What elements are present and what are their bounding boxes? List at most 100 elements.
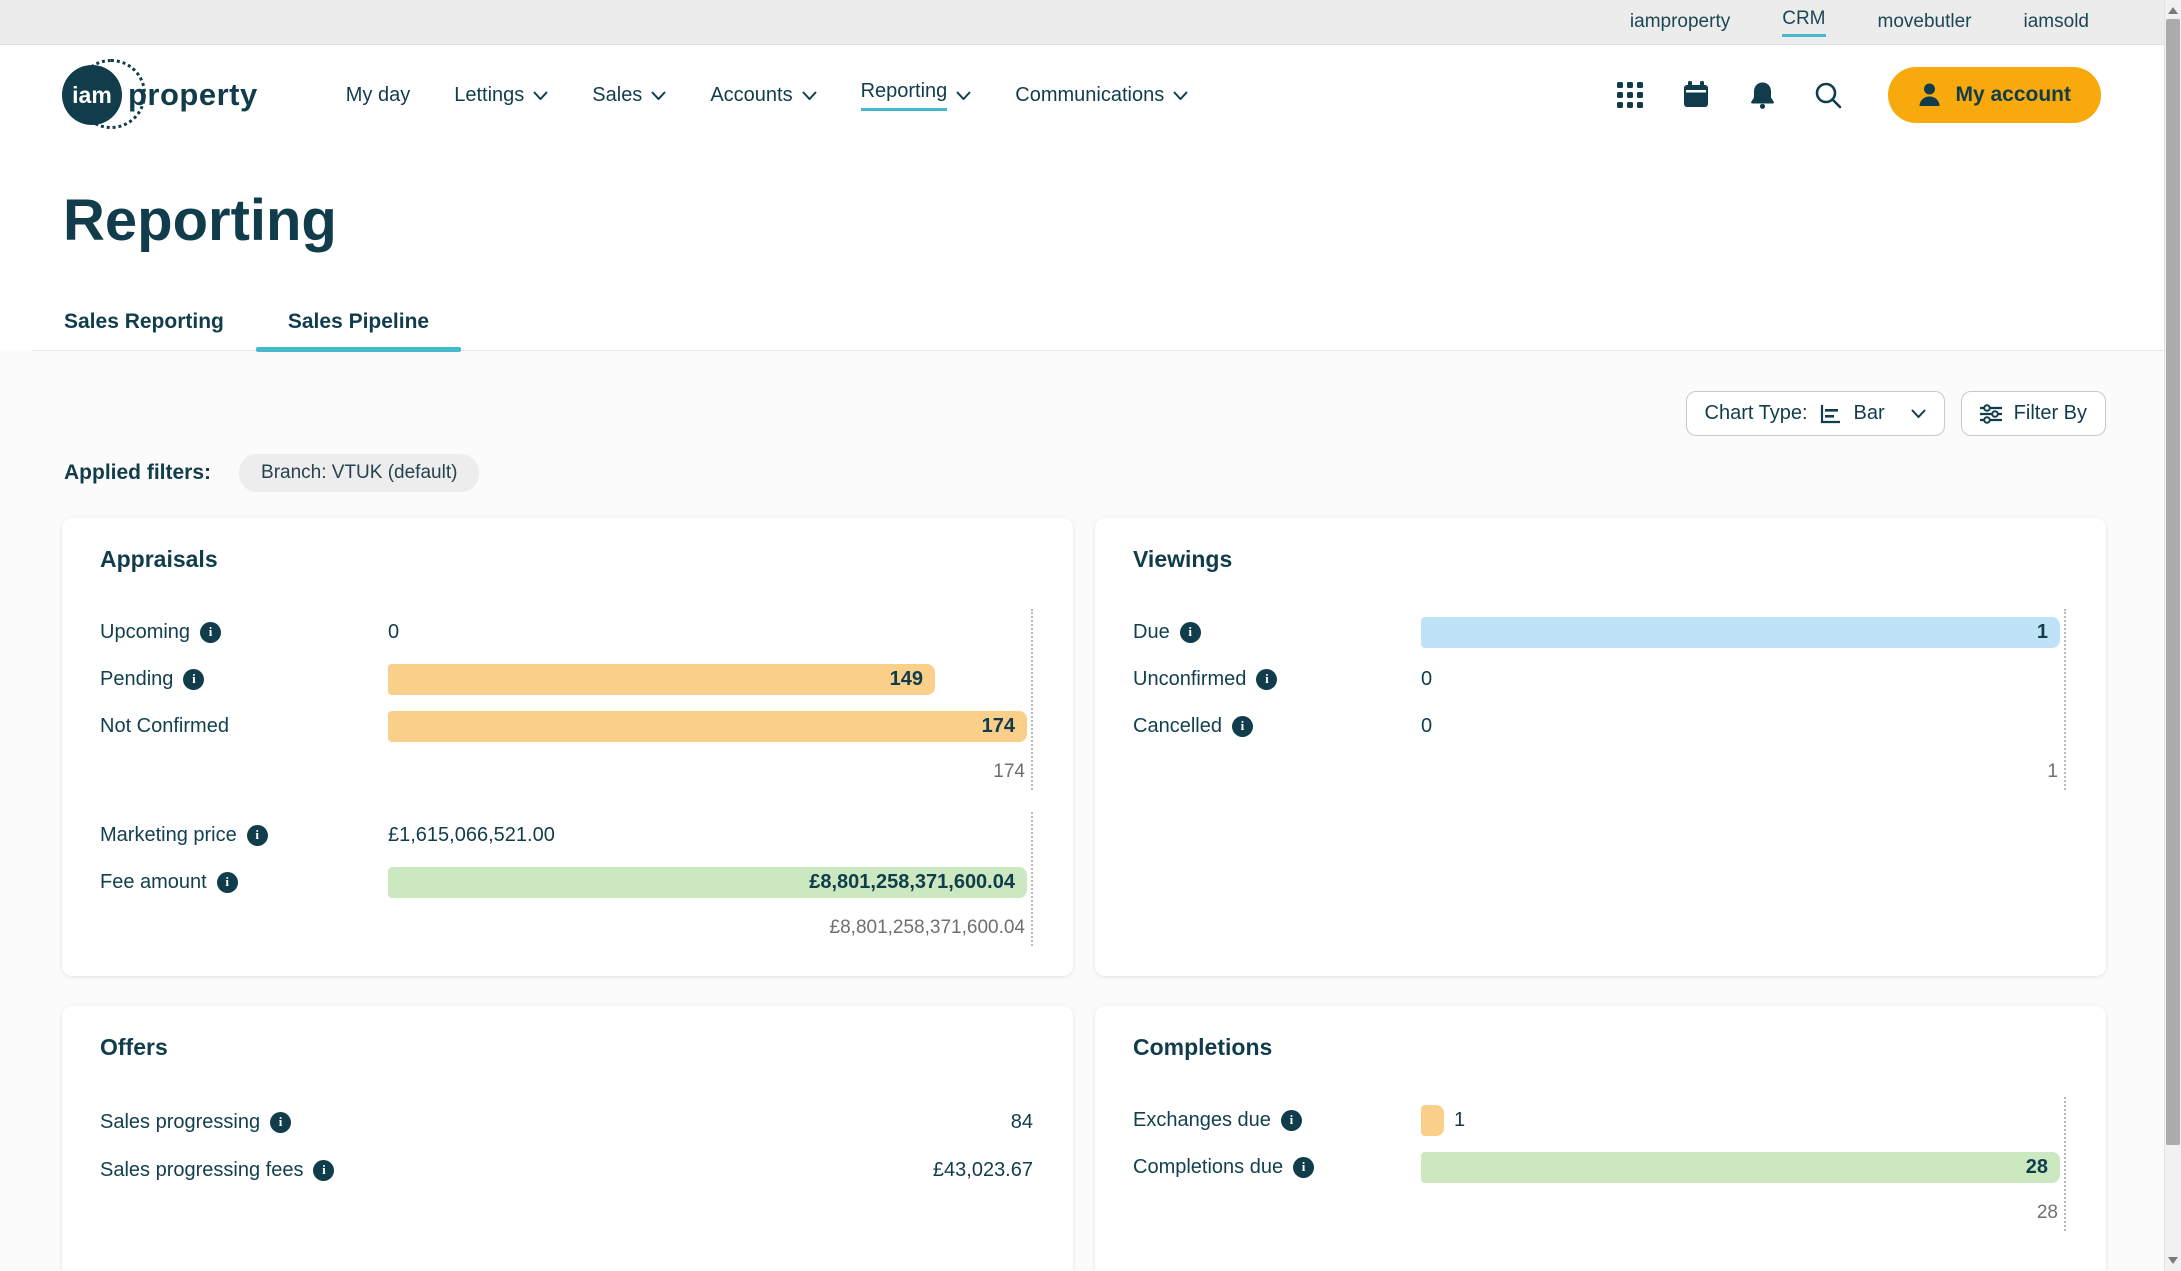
info-icon[interactable]: i — [1280, 1109, 1302, 1131]
card-title: Offers — [100, 1034, 168, 1060]
axis-max-line — [2064, 609, 2066, 790]
applied-filters-row: Applied filters: Branch: VTUK (default) — [64, 454, 2106, 492]
value-row-sales-progressing: Sales progressing i 84 — [100, 1101, 1033, 1143]
iamproperty-logo[interactable]: iam property — [62, 59, 258, 129]
sliders-filter-icon — [1979, 403, 2002, 424]
row-value: 0 — [1421, 714, 1433, 737]
notifications-bell-icon[interactable] — [1748, 81, 1776, 109]
filter-chip-branch[interactable]: Branch: VTUK (default) — [239, 454, 480, 492]
bar-value: £8,801,258,371,600.04 — [809, 870, 1015, 893]
scrollbar-thumb[interactable] — [2166, 19, 2180, 1145]
bar-value: 174 — [981, 714, 1015, 737]
top-link-iamproperty[interactable]: iamproperty — [1629, 11, 1731, 32]
row-label: Marketing price — [100, 823, 237, 846]
card-offers: Offers Sales progressing i 84 Sales prog… — [62, 1006, 1073, 1271]
nav-item-lettings[interactable]: Lettings — [454, 84, 549, 107]
axis-max-label: £8,801,258,371,600.04 — [829, 917, 1025, 938]
info-icon[interactable]: i — [1256, 668, 1278, 690]
page-title: Reporting — [63, 188, 337, 253]
chevron-down-icon — [533, 90, 549, 100]
bar-value: 28 — [2025, 1155, 2048, 1178]
bar-value: 149 — [889, 667, 923, 690]
chevron-down-icon — [801, 90, 817, 100]
row-label: Exchanges due — [1133, 1108, 1271, 1131]
info-icon[interactable]: i — [183, 668, 205, 690]
app-header: iam property My day Lettings Sales Accou… — [0, 45, 2181, 145]
apps-grid-icon[interactable] — [1616, 81, 1644, 109]
chevron-down-icon — [1173, 90, 1188, 100]
axis-max-line — [1031, 609, 1033, 790]
content-area: Chart Type: Bar Filter By Applied filter… — [0, 351, 2181, 1271]
chart-row-completions-due: Completions due i 28 — [1133, 1148, 2060, 1186]
filter-by-button[interactable]: Filter By — [1960, 391, 2106, 436]
applied-filters-label: Applied filters: — [64, 461, 212, 484]
row-label: Unconfirmed — [1133, 667, 1247, 690]
card-appraisals: Appraisals Upcoming i 0 Pending i — [62, 518, 1073, 976]
calendar-icon[interactable] — [1682, 81, 1710, 109]
row-label: Cancelled — [1133, 714, 1222, 737]
chart-row-exchanges-due: Exchanges due i 1 — [1133, 1101, 2060, 1139]
tab-bar: Sales Reporting Sales Pipeline — [32, 310, 2181, 352]
chevron-down-icon — [956, 90, 972, 100]
top-link-movebutler[interactable]: movebutler — [1877, 11, 1972, 32]
header-actions: My account — [1616, 67, 2101, 123]
card-title: Viewings — [1133, 546, 1233, 572]
row-value: 0 — [388, 620, 400, 643]
row-label: Not Confirmed — [100, 714, 229, 737]
bar-due: 1 — [1421, 616, 2060, 648]
nav-item-communications[interactable]: Communications — [1015, 84, 1188, 107]
row-label: Due — [1133, 620, 1170, 643]
info-icon[interactable]: i — [246, 824, 268, 846]
tab-sales-pipeline[interactable]: Sales Pipeline — [255, 310, 462, 352]
axis-max-label: 1 — [2047, 761, 2058, 782]
row-value: 84 — [1010, 1110, 1033, 1133]
chart-row-fee-amount: Fee amount i £8,801,258,371,600.04 — [100, 863, 1027, 901]
chevron-down-icon — [1910, 409, 1926, 418]
row-value: £1,615,066,521.00 — [388, 823, 555, 846]
axis-max-line — [1031, 812, 1033, 946]
info-icon[interactable]: i — [1179, 621, 1201, 643]
info-icon[interactable]: i — [270, 1111, 292, 1133]
card-completions: Completions Exchanges due i 1 Completion — [1095, 1006, 2106, 1271]
chart-row-due: Due i 1 — [1133, 613, 2060, 651]
nav-item-my-day[interactable]: My day — [345, 83, 411, 106]
vertical-scrollbar[interactable] — [2164, 0, 2181, 1271]
tab-sales-reporting[interactable]: Sales Reporting — [64, 310, 224, 333]
main-nav: My day Lettings Sales Accounts Reporting… — [346, 80, 1189, 111]
bar-chart-icon — [1820, 404, 1840, 423]
row-label: Sales progressing — [100, 1110, 261, 1133]
chart-row-marketing-price: Marketing price i £1,615,066,521.00 — [100, 816, 1027, 854]
row-label: Sales progressing fees — [100, 1158, 304, 1181]
bar-value: 1 — [1454, 1108, 1466, 1131]
info-icon[interactable]: i — [1293, 1156, 1315, 1178]
bar-completions-due: 28 — [1421, 1151, 2060, 1183]
chart-row-upcoming: Upcoming i 0 — [100, 613, 1027, 651]
axis-max-label: 28 — [2036, 1202, 2058, 1223]
chart-row-cancelled: Cancelled i 0 — [1133, 707, 2060, 745]
info-icon[interactable]: i — [1231, 715, 1253, 737]
info-icon[interactable]: i — [313, 1159, 335, 1181]
nav-item-reporting[interactable]: Reporting — [860, 80, 972, 111]
row-label: Fee amount — [100, 870, 207, 893]
my-account-button[interactable]: My account — [1888, 67, 2101, 123]
search-icon[interactable] — [1814, 81, 1842, 109]
nav-item-sales[interactable]: Sales — [592, 84, 667, 107]
card-title: Completions — [1133, 1034, 1273, 1060]
info-icon[interactable]: i — [200, 621, 222, 643]
top-link-iamsold[interactable]: iamsold — [2023, 11, 2089, 32]
chart-type-dropdown[interactable]: Chart Type: Bar — [1685, 391, 1945, 436]
person-icon — [1919, 83, 1940, 106]
scrollbar-down-arrow[interactable] — [2168, 1257, 2178, 1264]
chart-type-value: Bar — [1853, 402, 1885, 424]
info-icon[interactable]: i — [216, 871, 238, 893]
scrollbar-up-arrow[interactable] — [2168, 7, 2178, 14]
completions-chart: Exchanges due i 1 Completions due i — [1133, 1097, 2066, 1231]
row-label: Upcoming — [100, 620, 191, 643]
bar-exchanges-due — [1421, 1104, 1444, 1136]
top-link-crm[interactable]: CRM — [1782, 8, 1826, 37]
nav-item-accounts[interactable]: Accounts — [710, 84, 817, 107]
row-value: £43,023.67 — [932, 1158, 1033, 1181]
chart-controls: Chart Type: Bar Filter By — [62, 391, 2106, 436]
chart-row-pending: Pending i 149 — [100, 660, 1027, 698]
logo-circle: iam — [62, 65, 122, 125]
